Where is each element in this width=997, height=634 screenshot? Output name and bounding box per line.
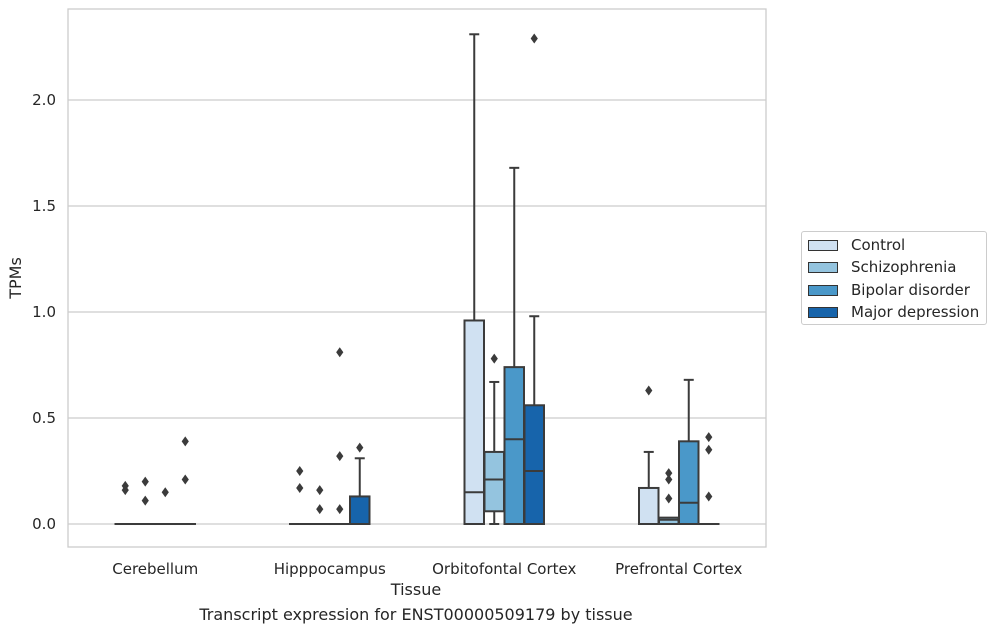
x-tick-label: Prefrontal Cortex xyxy=(615,560,742,578)
box xyxy=(154,487,176,526)
y-tick-label: 1.0 xyxy=(32,303,56,321)
plot-frame xyxy=(67,8,767,548)
x-tick-label: Hipppocampus xyxy=(274,560,386,578)
box xyxy=(638,385,660,525)
legend-swatch-schizophrenia xyxy=(808,261,838,273)
box-body xyxy=(483,450,505,513)
outlier-point xyxy=(296,466,304,476)
box-body xyxy=(678,440,700,526)
outlier-point xyxy=(356,442,364,453)
outlier-point xyxy=(336,451,344,462)
box xyxy=(523,33,545,525)
box xyxy=(678,378,700,526)
outlier-point xyxy=(705,491,713,502)
x-tick-label: Orbitofontal Cortex xyxy=(432,560,576,578)
box-body xyxy=(523,404,545,525)
legend-item-bipolar-disorder: Bipolar disorder xyxy=(808,280,970,300)
outlier-point xyxy=(530,33,538,44)
figure-caption: Transcript expression for ENST0000050917… xyxy=(199,605,633,624)
legend: Control Schizophrenia Bipolar disorder M… xyxy=(801,231,987,325)
tick-labels: 0.0 0.5 1.0 1.5 2.0 Cerebellum Hipppocampus Orb… xyxy=(32,91,742,578)
box-body xyxy=(349,495,371,526)
x-axis-label: Tissue xyxy=(390,580,441,599)
legend-label-schizophrenia: Schizophrenia xyxy=(851,258,957,276)
legend-swatch-control xyxy=(808,239,838,251)
legend-label-control: Control xyxy=(851,236,906,254)
y-tick-label: 1.5 xyxy=(32,197,56,215)
outlier-point xyxy=(141,476,149,487)
y-tick-label: 0.0 xyxy=(32,515,56,533)
box xyxy=(114,480,136,526)
outlier-point xyxy=(665,474,673,485)
legend-swatch-bipolar-disorder xyxy=(808,284,838,296)
box-body xyxy=(638,486,660,525)
boxes xyxy=(114,33,720,526)
box xyxy=(289,466,311,526)
box xyxy=(483,353,505,525)
box xyxy=(503,166,525,525)
outlier-point xyxy=(665,493,673,504)
outlier-point xyxy=(181,474,189,485)
box xyxy=(309,485,331,526)
outlier-point xyxy=(665,468,673,479)
box xyxy=(174,436,196,526)
box xyxy=(329,347,351,526)
box-body xyxy=(463,319,485,526)
gridlines xyxy=(68,99,766,525)
outlier-point xyxy=(296,482,304,493)
legend-label-major-depression: Major depression xyxy=(851,303,980,321)
box-body xyxy=(658,516,680,526)
legend-swatch-major-depression xyxy=(808,306,838,318)
legend-label-bipolar-disorder: Bipolar disorder xyxy=(851,281,970,299)
legend-item-control: Control xyxy=(808,235,905,255)
outlier-point xyxy=(316,485,324,496)
outlier-point xyxy=(121,480,129,491)
box-body xyxy=(503,366,525,525)
box xyxy=(134,476,156,526)
legend-item-schizophrenia: Schizophrenia xyxy=(808,257,956,277)
outlier-point xyxy=(705,432,713,443)
outlier-point xyxy=(141,495,149,506)
y-axis-label: TPMs xyxy=(6,257,25,300)
outlier-point xyxy=(336,504,344,515)
box xyxy=(349,442,371,526)
y-tick-label: 2.0 xyxy=(32,91,56,109)
outlier-point xyxy=(490,353,498,364)
box xyxy=(658,468,680,526)
outlier-point xyxy=(161,487,169,498)
outlier-point xyxy=(645,385,653,396)
box xyxy=(698,432,720,526)
x-tick-label: Cerebellum xyxy=(112,560,198,578)
legend-item-major-depression: Major depression xyxy=(808,302,979,322)
outlier-point xyxy=(336,347,344,358)
box xyxy=(463,33,485,526)
y-tick-label: 0.5 xyxy=(32,409,56,427)
outlier-point xyxy=(705,444,713,455)
outlier-point xyxy=(181,436,189,447)
outlier-point xyxy=(316,504,324,515)
